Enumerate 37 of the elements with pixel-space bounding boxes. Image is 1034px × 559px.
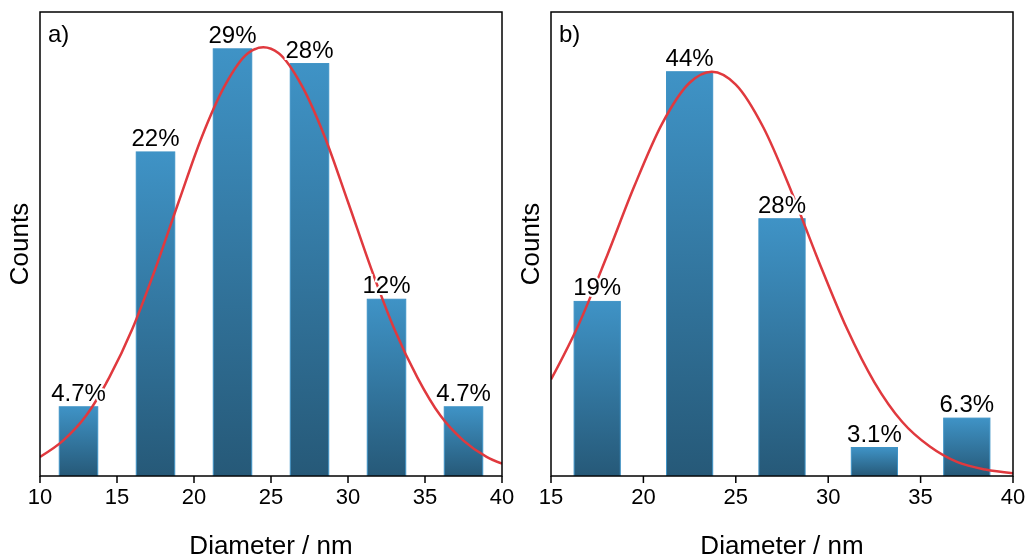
bar bbox=[289, 63, 330, 476]
data-label: 29% bbox=[208, 20, 257, 48]
bar bbox=[943, 417, 991, 476]
bar bbox=[850, 447, 898, 476]
x-tick-label: 15 bbox=[104, 484, 130, 509]
bar bbox=[573, 300, 621, 476]
x-axis-title: Diameter / nm bbox=[189, 530, 353, 559]
annotation: a) bbox=[48, 20, 70, 47]
bar bbox=[666, 71, 714, 476]
x-tick-label: 30 bbox=[335, 484, 361, 509]
bar bbox=[366, 298, 407, 476]
data-label: 6.3% bbox=[939, 390, 995, 418]
annotation: b) bbox=[559, 20, 581, 47]
bar bbox=[443, 406, 484, 476]
x-tick-label: 20 bbox=[631, 484, 656, 509]
data-label: 22% bbox=[131, 123, 180, 151]
x-tick-label: 35 bbox=[908, 484, 933, 509]
x-tick-label: 25 bbox=[258, 484, 284, 509]
data-label: 28% bbox=[285, 35, 334, 63]
x-tick-label: 25 bbox=[723, 484, 749, 509]
x-tick-label: 30 bbox=[815, 484, 841, 509]
bar bbox=[212, 48, 253, 476]
x-tick-label: 40 bbox=[489, 484, 515, 509]
x-tick-label: 35 bbox=[412, 484, 438, 509]
x-tick-label: 15 bbox=[538, 484, 564, 509]
x-tick-label: 20 bbox=[181, 484, 207, 509]
x-tick-label: 40 bbox=[1000, 484, 1026, 509]
x-axis-title: Diameter / nm bbox=[700, 530, 864, 559]
bar bbox=[135, 151, 176, 476]
data-label: 3.1% bbox=[847, 419, 902, 447]
x-tick-label: 10 bbox=[27, 484, 53, 509]
y-axis-title: Counts bbox=[4, 202, 34, 286]
bar bbox=[58, 406, 99, 476]
data-label: 4.7% bbox=[436, 378, 491, 406]
y-axis-title: Counts bbox=[515, 202, 545, 286]
bar bbox=[758, 218, 806, 476]
data-label: 44% bbox=[665, 43, 714, 71]
